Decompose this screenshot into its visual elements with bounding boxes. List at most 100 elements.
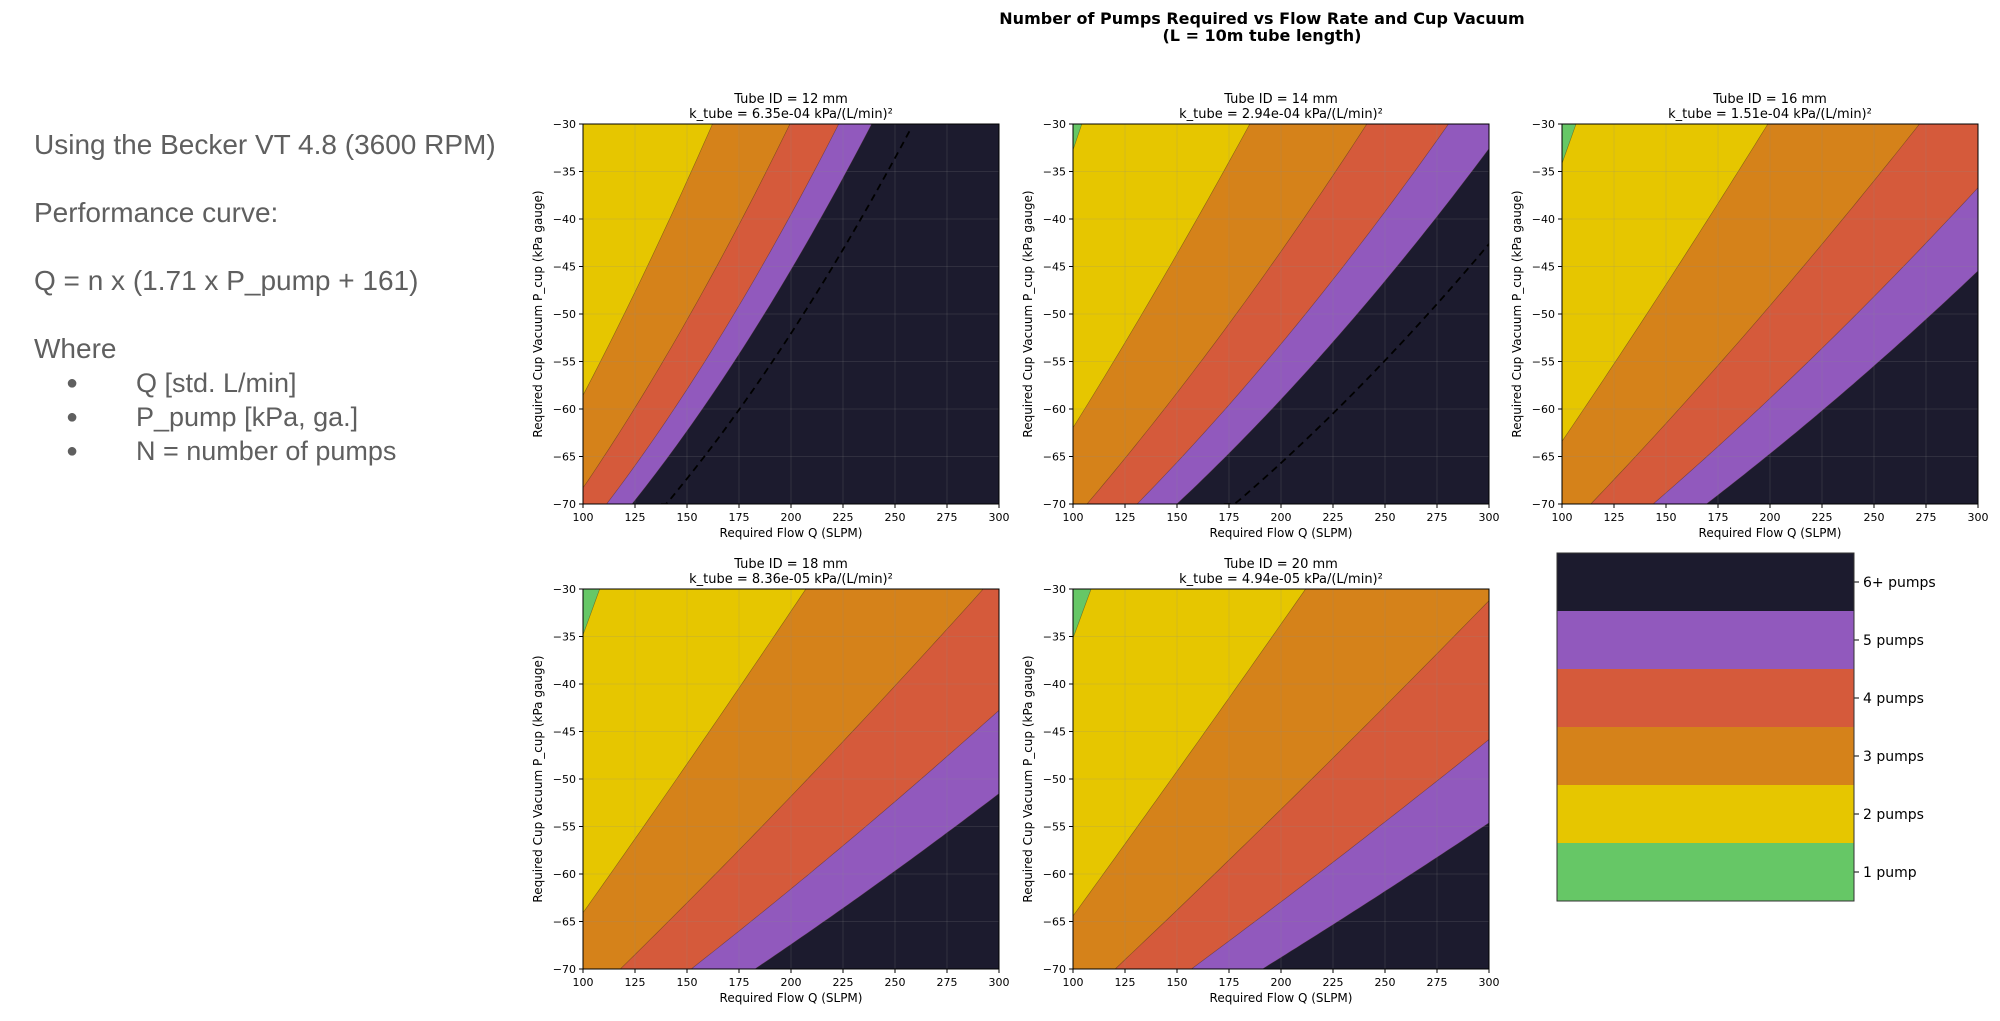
list-item-text: P_pump [kPa, ga.] bbox=[136, 402, 359, 432]
legend-label: 6+ pumps bbox=[1863, 575, 1936, 591]
x-tick-label: 300 bbox=[989, 511, 1010, 524]
list-item: ● N = number of pumps bbox=[34, 434, 534, 468]
y-tick-label: −60 bbox=[553, 868, 576, 881]
list-item-text: N = number of pumps bbox=[136, 436, 397, 466]
y-tick-label: −55 bbox=[1043, 821, 1066, 834]
panel-title: Tube ID = 12 mm bbox=[733, 92, 848, 107]
bullet-icon: ● bbox=[66, 372, 79, 394]
x-tick-label: 100 bbox=[573, 511, 594, 524]
x-tick-label: 100 bbox=[1063, 511, 1084, 524]
figure-title: Number of Pumps Required vs Flow Rate an… bbox=[999, 9, 1524, 28]
bullet-icon: ● bbox=[66, 440, 79, 462]
y-tick-label: −70 bbox=[1043, 963, 1066, 976]
panel-4: 100 125 150 175 200 225 250 275 300 −30 −35 −40 −45 −… bbox=[531, 557, 1010, 1005]
x-tick-label: 100 bbox=[1552, 511, 1573, 524]
y-tick-label: −50 bbox=[1043, 773, 1066, 786]
y-axis-label: Required Cup Vacuum P_cup (kPa gauge) bbox=[1021, 190, 1035, 437]
x-tick-label: 175 bbox=[1219, 511, 1240, 524]
legend-label: 5 pumps bbox=[1863, 633, 1924, 649]
legend-label: 4 pumps bbox=[1863, 691, 1924, 707]
y-tick-label: −60 bbox=[1043, 868, 1066, 881]
x-tick-label: 200 bbox=[1271, 511, 1292, 524]
x-tick-label: 150 bbox=[1167, 976, 1188, 989]
x-tick-label: 175 bbox=[1219, 976, 1240, 989]
y-tick-label: −30 bbox=[1043, 118, 1066, 131]
x-tick-label: 300 bbox=[1479, 976, 1500, 989]
x-tick-label: 250 bbox=[1375, 976, 1396, 989]
y-tick-label: −30 bbox=[1043, 583, 1066, 596]
y-tick-label: −50 bbox=[1532, 308, 1555, 321]
y-tick-label: −50 bbox=[1043, 308, 1066, 321]
y-tick-label: −40 bbox=[1043, 678, 1066, 691]
y-tick-label: −60 bbox=[553, 403, 576, 416]
y-axis-label: Required Cup Vacuum P_cup (kPa gauge) bbox=[1021, 655, 1035, 902]
x-tick-label: 125 bbox=[625, 976, 646, 989]
region-1-pumps bbox=[1562, 124, 1577, 164]
legend-label: 3 pumps bbox=[1863, 749, 1924, 765]
contour-fills bbox=[1562, 124, 1978, 504]
list-item: ● Q [std. L/min] bbox=[34, 366, 534, 400]
x-tick-label: 200 bbox=[781, 511, 802, 524]
list-item: ● P_pump [kPa, ga.] bbox=[34, 400, 534, 434]
x-tick-label: 150 bbox=[677, 976, 698, 989]
x-tick-label: 125 bbox=[625, 511, 646, 524]
legend-swatch bbox=[1557, 553, 1854, 611]
y-axis-label: Required Cup Vacuum P_cup (kPa gauge) bbox=[531, 655, 545, 902]
x-tick-label: 125 bbox=[1604, 511, 1625, 524]
y-tick-label: −55 bbox=[553, 356, 576, 369]
y-tick-label: −30 bbox=[553, 118, 576, 131]
performance-formula: Q = n x (1.71 x P_pump + 161) bbox=[34, 265, 419, 296]
y-tick-label: −35 bbox=[553, 166, 576, 179]
variable-list: ● Q [std. L/min] ● P_pump [kPa, ga.] ● N = … bbox=[34, 366, 534, 468]
x-tick-label: 250 bbox=[1864, 511, 1885, 524]
x-tick-label: 300 bbox=[1479, 511, 1500, 524]
x-tick-label: 250 bbox=[1375, 511, 1396, 524]
x-tick-label: 200 bbox=[1760, 511, 1781, 524]
y-tick-label: −45 bbox=[1043, 261, 1066, 274]
contour-fills bbox=[583, 589, 999, 969]
x-tick-label: 225 bbox=[833, 976, 854, 989]
y-tick-label: −70 bbox=[1043, 498, 1066, 511]
x-tick-label: 300 bbox=[989, 976, 1010, 989]
region-2-pumps bbox=[583, 124, 713, 396]
y-tick-label: −70 bbox=[553, 963, 576, 976]
x-axis-label: Required Flow Q (SLPM) bbox=[720, 991, 863, 1005]
contour-fills bbox=[1073, 124, 1489, 504]
y-tick-label: −40 bbox=[553, 213, 576, 226]
legend-label: 2 pumps bbox=[1863, 807, 1924, 823]
panel-k-title: k_tube = 2.94e-04 kPa/(L/min)² bbox=[1179, 107, 1383, 122]
y-tick-label: −45 bbox=[553, 726, 576, 739]
region-2-pumps bbox=[1073, 124, 1251, 429]
y-tick-label: −55 bbox=[553, 821, 576, 834]
legend-swatch bbox=[1557, 669, 1854, 727]
y-tick-label: −70 bbox=[553, 498, 576, 511]
x-tick-label: 250 bbox=[885, 976, 906, 989]
x-axis-label: Required Flow Q (SLPM) bbox=[720, 526, 863, 540]
y-tick-label: −50 bbox=[553, 308, 576, 321]
y-tick-label: −35 bbox=[1043, 631, 1066, 644]
x-axis-label: Required Flow Q (SLPM) bbox=[1699, 526, 1842, 540]
x-axis-label: Required Flow Q (SLPM) bbox=[1210, 526, 1353, 540]
panel-title: Tube ID = 16 mm bbox=[1712, 92, 1827, 107]
region-2-pumps bbox=[1562, 124, 1769, 442]
y-tick-label: −40 bbox=[553, 678, 576, 691]
bullet-icon: ● bbox=[66, 406, 79, 428]
performance-curve-label: Performance curve: bbox=[34, 197, 279, 228]
y-tick-label: −40 bbox=[1043, 213, 1066, 226]
x-tick-label: 225 bbox=[1323, 976, 1344, 989]
y-tick-label: −65 bbox=[1043, 451, 1066, 464]
legend-swatch bbox=[1557, 611, 1854, 669]
x-tick-label: 150 bbox=[1656, 511, 1677, 524]
x-tick-label: 150 bbox=[677, 511, 698, 524]
region-1-pumps bbox=[583, 589, 601, 636]
legend-swatch bbox=[1557, 727, 1854, 785]
y-axis-label: Required Cup Vacuum P_cup (kPa gauge) bbox=[531, 190, 545, 437]
legend-swatch bbox=[1557, 843, 1854, 901]
x-tick-label: 200 bbox=[1271, 976, 1292, 989]
y-tick-label: −35 bbox=[1043, 166, 1066, 179]
panel-k-title: k_tube = 1.51e-04 kPa/(L/min)² bbox=[1668, 107, 1872, 122]
panel-k-title: k_tube = 4.94e-05 kPa/(L/min)² bbox=[1179, 572, 1383, 587]
y-tick-label: −45 bbox=[553, 261, 576, 274]
panel-title: Tube ID = 18 mm bbox=[733, 557, 848, 572]
